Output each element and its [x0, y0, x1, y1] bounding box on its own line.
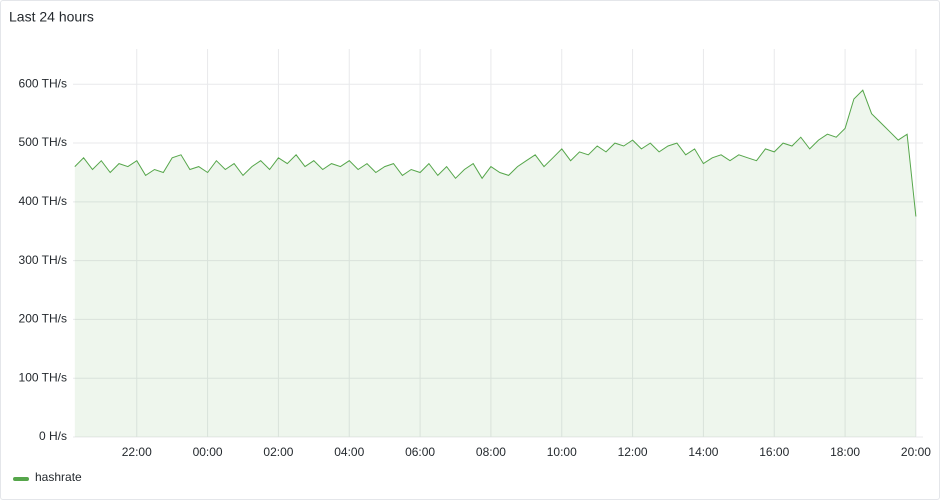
y-tick-label: 0 H/s — [39, 429, 67, 443]
y-tick-label: 600 TH/s — [19, 76, 67, 90]
x-tick-label: 08:00 — [476, 445, 506, 459]
y-tick-label: 200 TH/s — [19, 312, 67, 326]
x-tick-label: 12:00 — [618, 445, 648, 459]
y-tick-label: 100 TH/s — [19, 370, 67, 384]
legend-label: hashrate — [35, 470, 82, 484]
line — [74, 89, 917, 217]
x-tick-label: 18:00 — [830, 445, 860, 459]
y-tick-label: 400 TH/s — [19, 194, 67, 208]
x-tick-label: 02:00 — [263, 445, 293, 459]
y-tick-label: 300 TH/s — [19, 253, 67, 267]
x-tick-label: 04:00 — [334, 445, 364, 459]
x-tick-label: 16:00 — [759, 445, 789, 459]
area-fill — [74, 90, 916, 437]
x-tick-label: 14:00 — [688, 445, 718, 459]
y-tick-label: 500 TH/s — [19, 135, 67, 149]
x-tick-label: 06:00 — [405, 445, 435, 459]
x-tick-label: 22:00 — [122, 445, 152, 459]
x-tick-label: 20:00 — [901, 445, 931, 459]
x-tick-label: 00:00 — [193, 445, 223, 459]
panel-title: Last 24 hours — [9, 9, 94, 25]
x-tick-label: 10:00 — [547, 445, 577, 459]
